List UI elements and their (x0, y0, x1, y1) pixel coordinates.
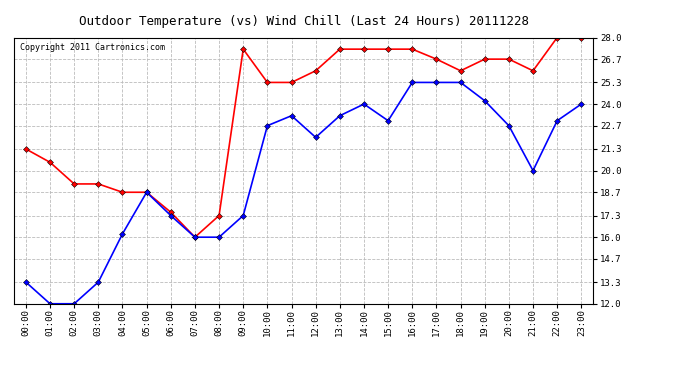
Text: Copyright 2011 Cartronics.com: Copyright 2011 Cartronics.com (19, 43, 165, 52)
Text: Outdoor Temperature (vs) Wind Chill (Last 24 Hours) 20111228: Outdoor Temperature (vs) Wind Chill (Las… (79, 15, 529, 28)
